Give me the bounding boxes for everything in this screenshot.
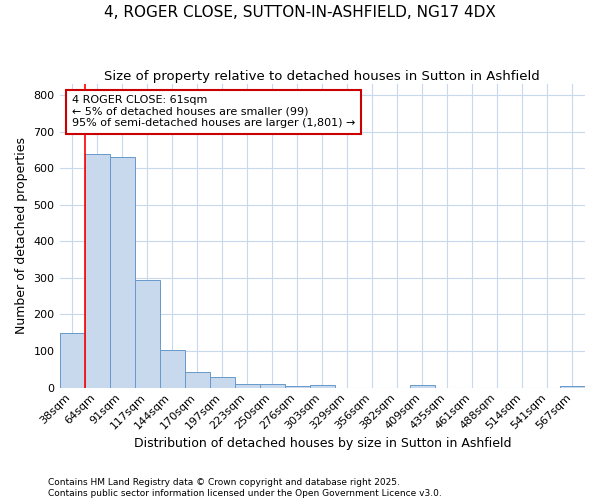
Text: 4, ROGER CLOSE, SUTTON-IN-ASHFIELD, NG17 4DX: 4, ROGER CLOSE, SUTTON-IN-ASHFIELD, NG17… <box>104 5 496 20</box>
Title: Size of property relative to detached houses in Sutton in Ashfield: Size of property relative to detached ho… <box>104 70 540 83</box>
Bar <box>134 280 160 388</box>
Bar <box>235 384 260 388</box>
Bar <box>310 384 335 388</box>
Bar <box>160 350 185 388</box>
Bar <box>185 372 209 388</box>
Bar <box>560 386 585 388</box>
Text: Contains HM Land Registry data © Crown copyright and database right 2025.
Contai: Contains HM Land Registry data © Crown c… <box>48 478 442 498</box>
Text: 4 ROGER CLOSE: 61sqm
← 5% of detached houses are smaller (99)
95% of semi-detach: 4 ROGER CLOSE: 61sqm ← 5% of detached ho… <box>72 95 355 128</box>
Bar <box>85 154 110 388</box>
Y-axis label: Number of detached properties: Number of detached properties <box>15 138 28 334</box>
Bar <box>59 333 85 388</box>
Bar <box>260 384 285 388</box>
X-axis label: Distribution of detached houses by size in Sutton in Ashfield: Distribution of detached houses by size … <box>134 437 511 450</box>
Bar <box>209 376 235 388</box>
Bar <box>410 384 435 388</box>
Bar <box>110 158 134 388</box>
Bar <box>285 386 310 388</box>
